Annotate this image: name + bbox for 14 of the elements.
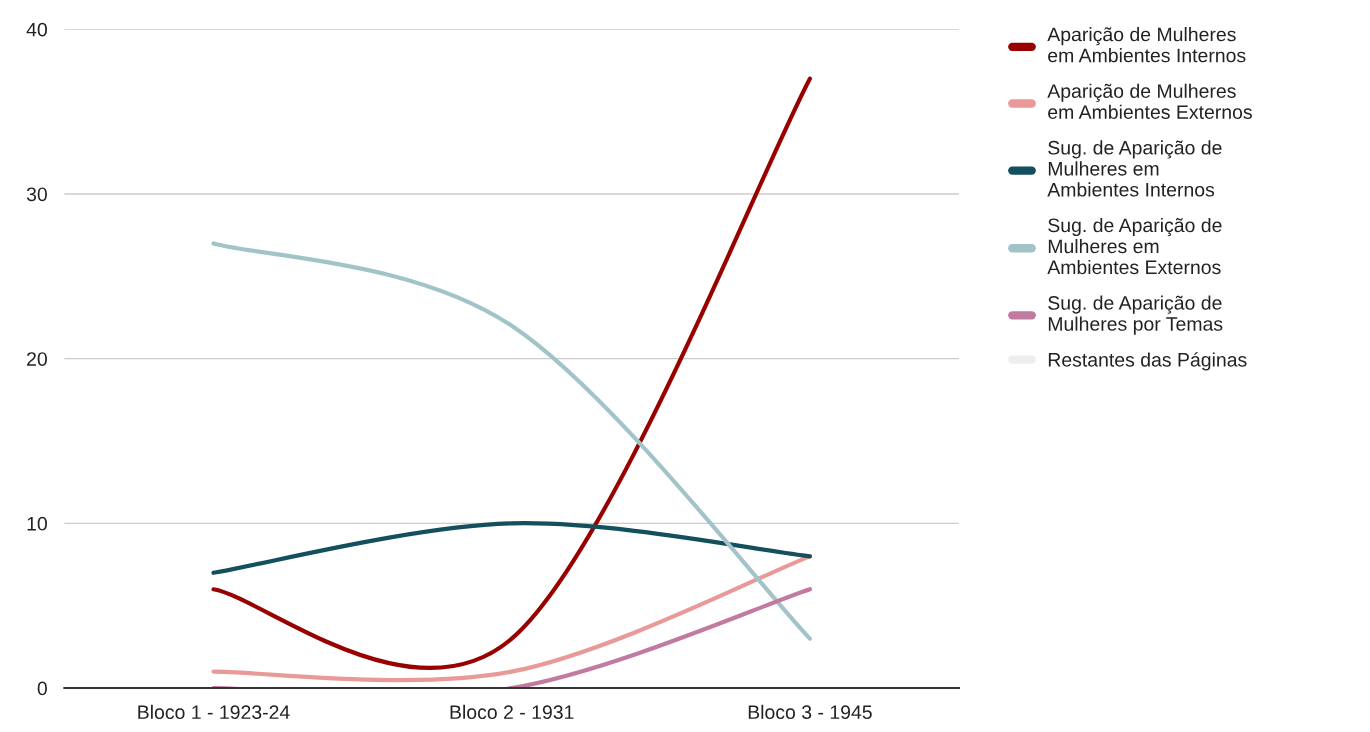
y-tick-label: 10 [27,516,47,531]
legend-label: Aparição de Mulheres em Ambientes Internos [1047,27,1246,63]
y-tick-label: 40 [26,22,47,37]
y-tick-label: 0 [37,681,47,696]
legend-label: Restantes das Páginas [1048,352,1247,371]
x-tick-label: Bloco 3 - 1945 [748,704,872,720]
x-tick-label: Bloco 1 - 1923-24 [138,704,290,720]
legend-label: Sug. de Aparição de Mulheres em Ambientes Internos [1047,140,1222,197]
x-tick-label: Bloco 2 - 1931 [450,704,574,720]
legend-label: Sug. de Aparição de Mulheres por Temas [1048,295,1223,335]
y-tick-label: 20 [27,352,47,366]
legend-label: Aparição de Mulheres em Ambientes Externos [1047,83,1252,119]
legend-label: Sug. de Aparição de Mulheres em Ambientes Externos [1047,217,1222,275]
y-tick-label: 30 [26,187,47,202]
